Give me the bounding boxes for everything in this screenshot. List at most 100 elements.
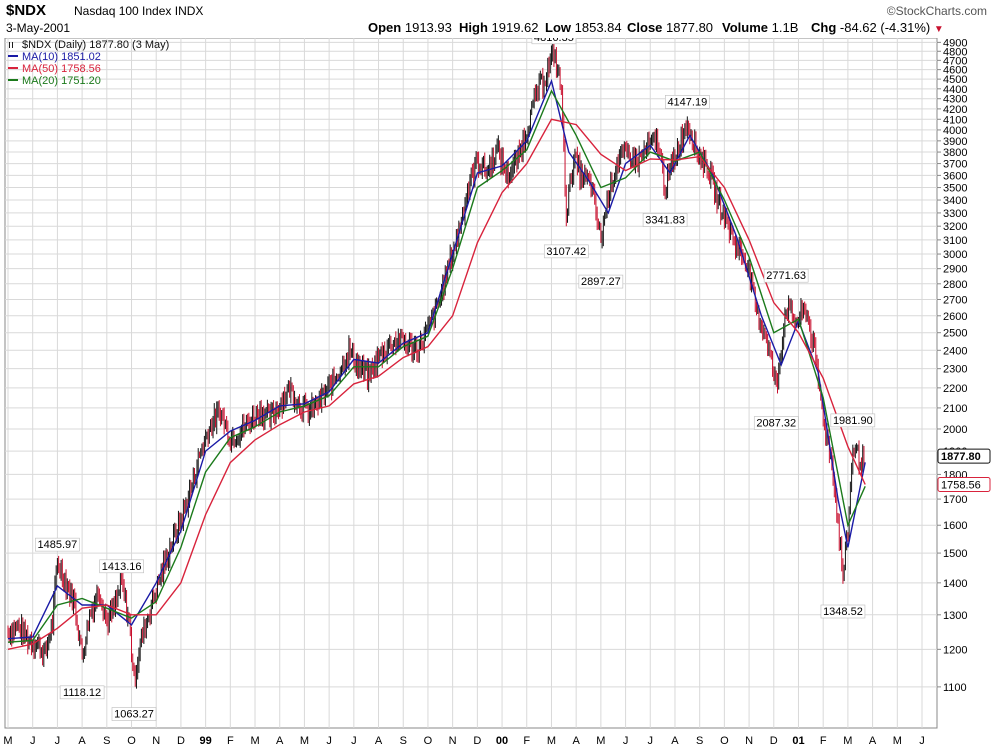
x-tick-label: S — [103, 735, 110, 747]
change-readout: Chg -84.62 (-4.31%) ▼ — [811, 20, 944, 35]
annotation-box — [763, 268, 809, 283]
annotation-box — [99, 559, 144, 574]
y-tick-label: 2200 — [943, 383, 967, 395]
right-value-label: 1877.80 — [941, 451, 981, 463]
open-readout: Open 1913.93 — [368, 20, 452, 35]
annotation-box — [543, 244, 589, 259]
annotation-box — [753, 416, 799, 430]
brand-logo[interactable]: ©StockCharts.com — [886, 4, 987, 18]
y-tick-label: 2000 — [943, 424, 967, 436]
high-value: 1919.62 — [491, 20, 539, 35]
y-tick-label: 4400 — [943, 84, 967, 96]
annotation-layer: 1485.97 1413.16 1118.12 1063.27 4816.35 3107.… — [35, 38, 876, 721]
plot-frame — [4, 38, 938, 729]
annotation-label: 3107.42 — [546, 246, 586, 258]
volume-readout: Volume 1.1B — [722, 20, 798, 35]
x-tick-label: N — [152, 735, 160, 747]
y-tick-label: 4000 — [943, 125, 967, 137]
high-readout: High 1919.62 — [459, 20, 539, 35]
x-tick-label: M — [596, 735, 605, 747]
y-tick-label: 4700 — [943, 55, 967, 67]
y-axis-ticks: 1100120013001400150016001700180019002000… — [937, 38, 967, 694]
y-tick-label: 2500 — [943, 328, 967, 340]
y-tick-label: 3000 — [943, 249, 967, 261]
y-tick-label: 3900 — [943, 136, 967, 148]
x-tick-label: O — [720, 735, 729, 747]
close-value: 1877.80 — [666, 20, 714, 35]
annotation-box — [111, 707, 157, 721]
symbol-title: $NDX — [6, 2, 47, 19]
right-value-labels: 1877.80 1758.56 — [937, 448, 991, 492]
series-layer — [7, 38, 866, 689]
volume-value: 1.1B — [771, 20, 799, 35]
annotation-label: 2897.27 — [581, 276, 621, 288]
chart-header: $NDX Nasdaq 100 Index INDX 3-May-2001 ©S… — [0, 0, 995, 40]
y-tick-label: 2400 — [943, 345, 967, 357]
low-label: Low — [545, 20, 571, 35]
x-tick-label: J — [55, 735, 61, 747]
x-tick-label: 99 — [199, 735, 211, 747]
y-tick-label: 3800 — [943, 147, 967, 159]
annotation-box — [531, 38, 577, 45]
y-tick-label: 4200 — [943, 104, 967, 116]
y-tick-label: 2800 — [943, 279, 967, 291]
index-full-name: Nasdaq 100 Index — [74, 4, 172, 18]
x-tick-label: D — [770, 735, 778, 747]
down-arrow-icon: ▼ — [933, 24, 944, 35]
x-tick-label: M — [893, 735, 902, 747]
close-label: Close — [627, 20, 663, 35]
x-tick-label: J — [623, 735, 629, 747]
x-tick-label: J — [30, 735, 36, 747]
low-readout: Low 1853.84 — [545, 20, 622, 35]
chg-value: -84.62 (-4.31%) — [839, 20, 931, 35]
x-tick-label: F — [227, 735, 234, 747]
x-tick-label: M — [843, 735, 852, 747]
y-tick-label: 1200 — [943, 644, 967, 656]
x-axis-ticks: M J J A S O N D 99 F M A M J J A S O N D 00 F M A M J J A S O N D 01 F M A M… — [3, 735, 924, 747]
x-tick-label: A — [572, 735, 580, 747]
annotation-box — [59, 685, 105, 700]
y-tick-label: 1600 — [943, 520, 967, 532]
y-tick-label: 2100 — [943, 403, 967, 415]
series-line-ma10 — [7, 78, 866, 640]
y-tick-label: 1100 — [943, 682, 967, 694]
price-chart[interactable]: 1100120013001400150016001700180019002000… — [0, 38, 995, 753]
y-tick-label: 4500 — [943, 74, 967, 86]
x-tick-label: J — [326, 735, 332, 747]
series-line-ma50 — [7, 118, 866, 650]
y-tick-label: 3600 — [943, 170, 967, 182]
annotation-label: 2087.32 — [756, 418, 796, 430]
x-tick-label: O — [127, 735, 136, 747]
y-tick-label: 3100 — [943, 235, 967, 247]
annotation-box — [820, 604, 866, 619]
y-tick-label: 1500 — [943, 548, 967, 560]
y-tick-label: 2900 — [943, 264, 967, 276]
open-value: 1913.93 — [404, 20, 452, 35]
annotation-label: 3341.83 — [645, 214, 685, 226]
x-tick-label: M — [250, 735, 259, 747]
right-value-label: 1758.56 — [941, 479, 981, 491]
high-label: High — [459, 20, 488, 35]
x-tick-label: N — [449, 735, 457, 747]
x-tick-label: O — [424, 735, 433, 747]
price-bars-icon: ıı — [8, 39, 14, 51]
y-tick-label: 3500 — [943, 183, 967, 195]
y-tick-label: 1300 — [943, 610, 967, 622]
x-tick-label: A — [276, 735, 284, 747]
x-tick-label: S — [696, 735, 703, 747]
chg-label: Chg — [811, 20, 837, 35]
annotation-label: 4147.19 — [667, 96, 707, 108]
series-line-ma20 — [7, 89, 866, 643]
annotation-label: 1413.16 — [102, 561, 142, 573]
x-tick-label: D — [177, 735, 185, 747]
annotation-label: 1485.97 — [38, 539, 78, 551]
quote-date: 3-May-2001 — [6, 21, 71, 35]
x-tick-label: J — [919, 735, 925, 747]
legend-ma20: MA(20) 1751.20 — [22, 75, 101, 87]
annotation-box — [665, 95, 710, 109]
open-label: Open — [368, 20, 402, 35]
right-label-box — [937, 476, 991, 492]
annotation-label: 4816.35 — [534, 38, 574, 44]
x-tick-label: M — [300, 735, 309, 747]
y-tick-label: 3700 — [943, 159, 967, 171]
